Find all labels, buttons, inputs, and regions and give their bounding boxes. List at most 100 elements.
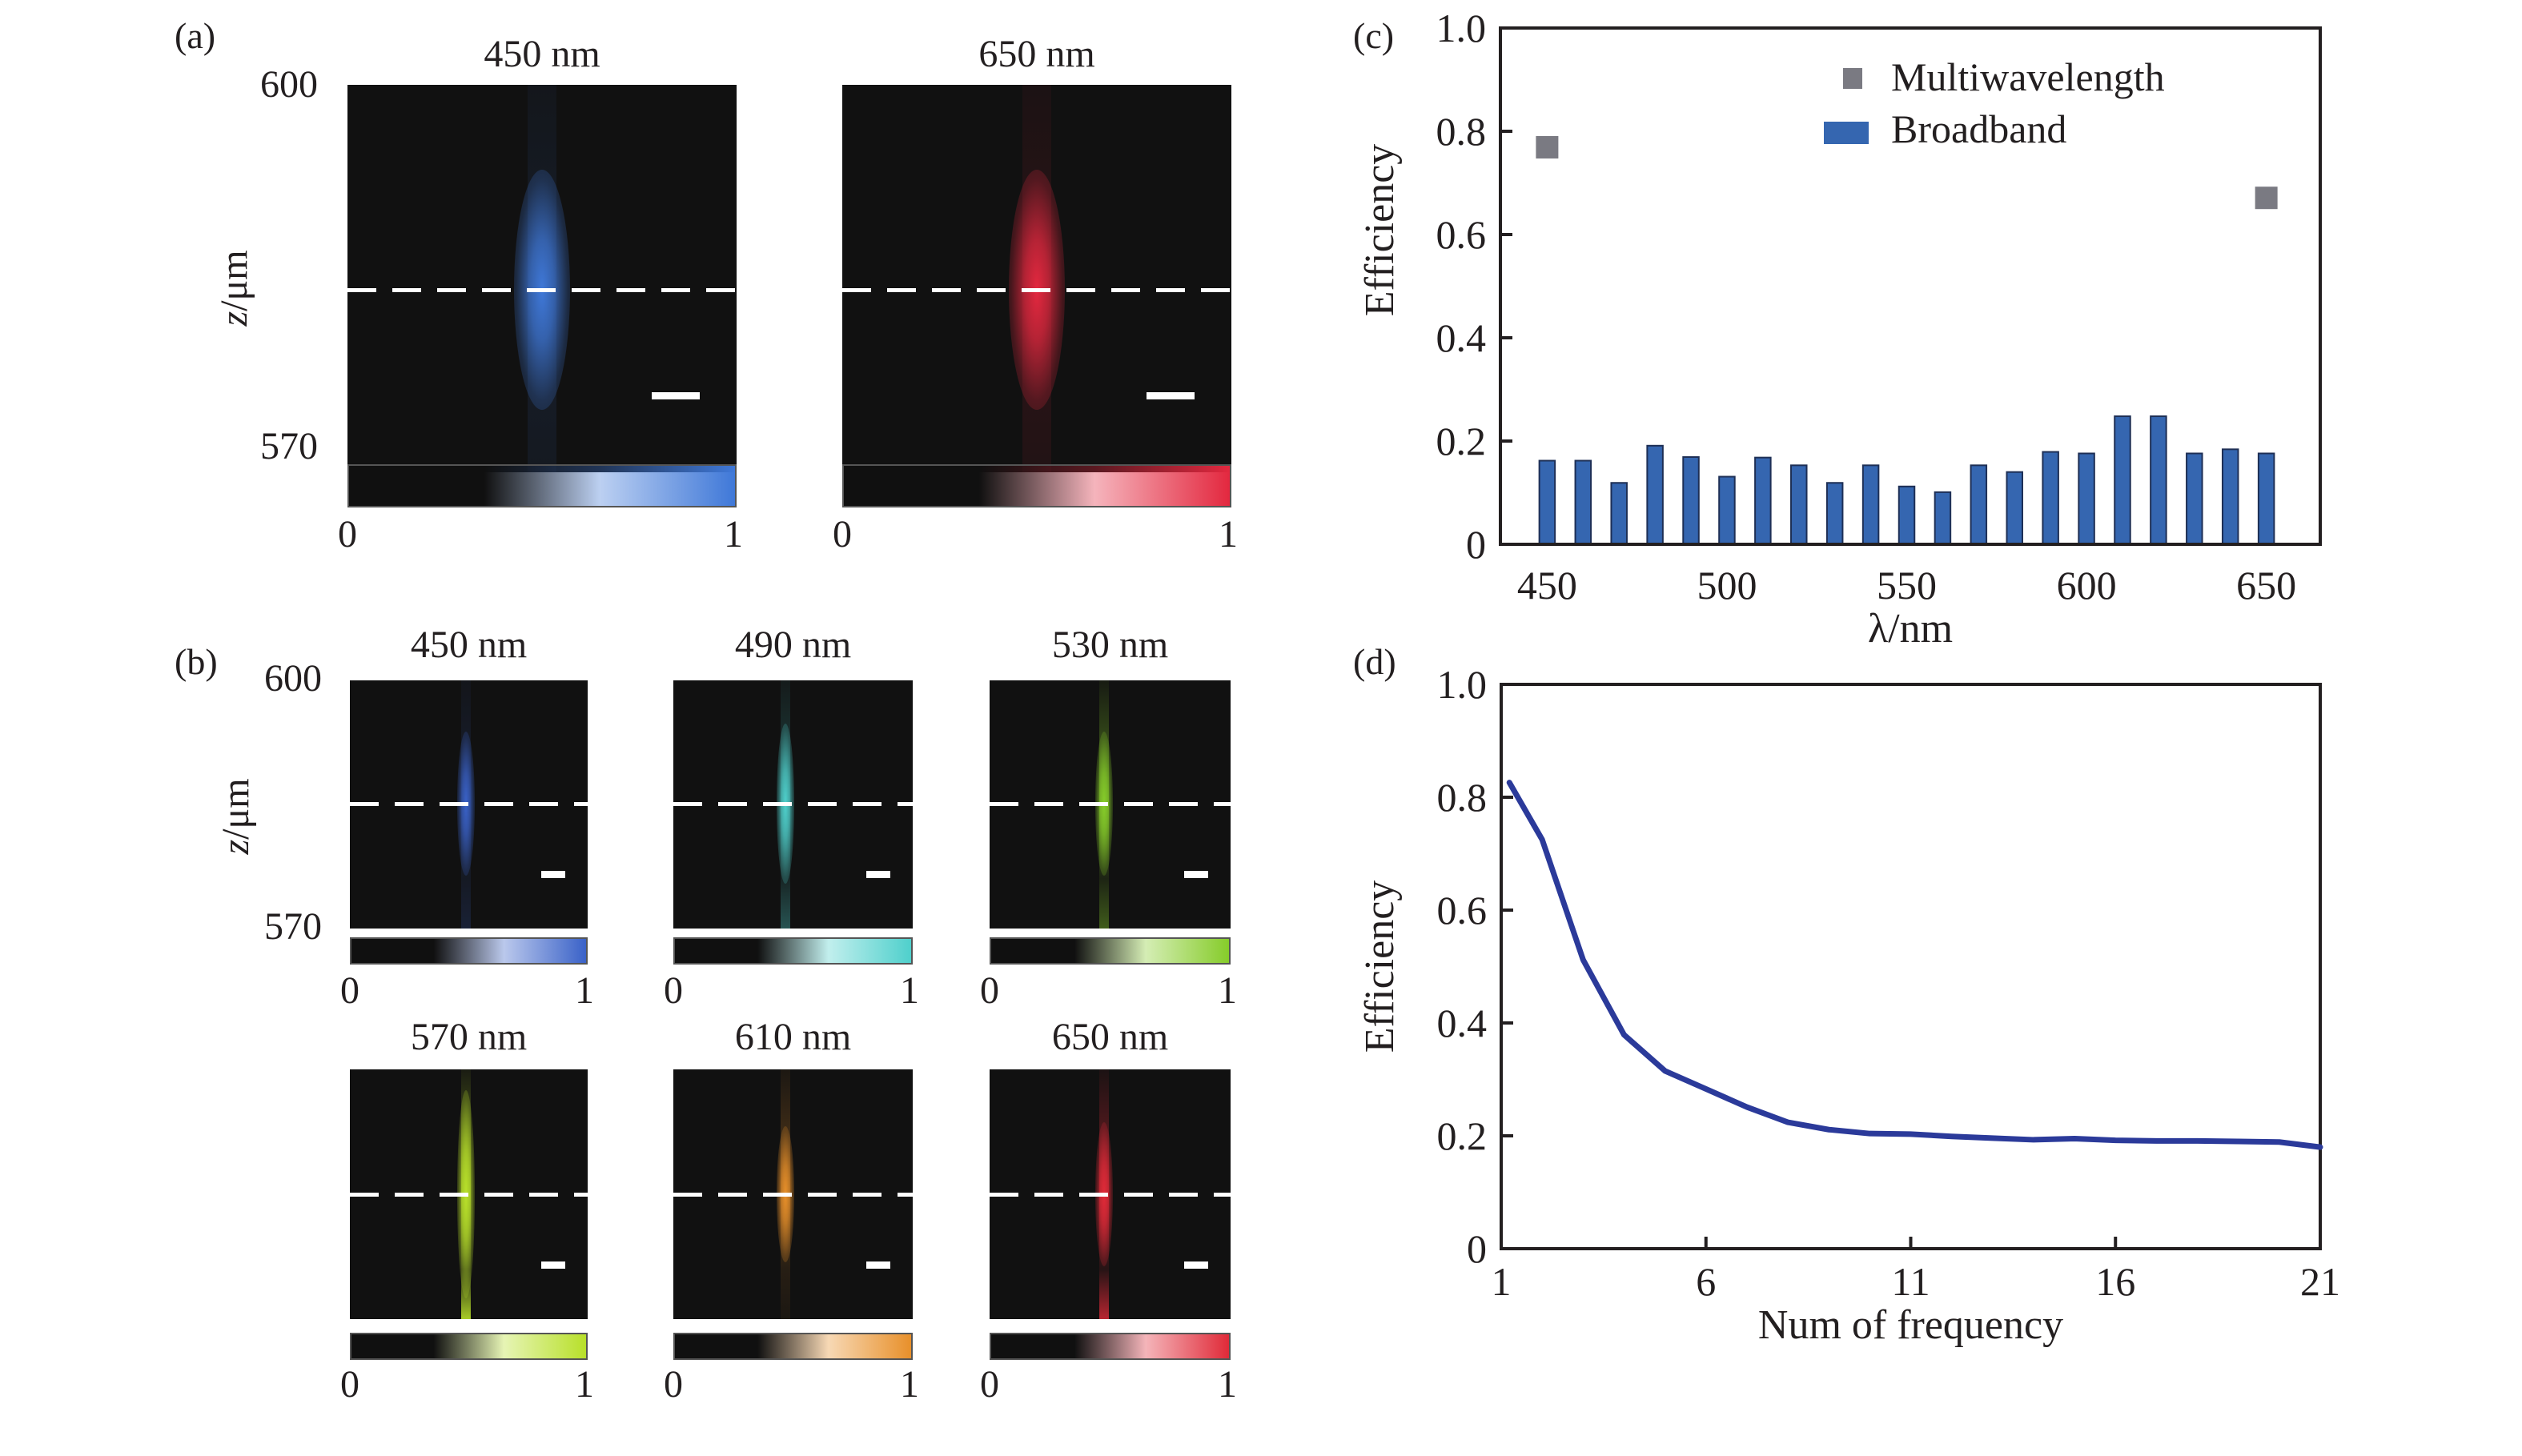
intensity-map [350, 680, 588, 929]
panel-a-label: (a) [175, 15, 216, 56]
bar-480 [1646, 444, 1664, 545]
y-tick-label: 0.2 [1436, 419, 1487, 463]
colorbar-max-label: 1 [1218, 969, 1237, 1012]
scale-bar [1184, 1261, 1208, 1269]
scale-bar [541, 1261, 565, 1269]
colorbar-min-label: 0 [338, 513, 357, 556]
multiwavelength-point-450 [1536, 135, 1559, 158]
y-tick-label: 0.6 [1437, 888, 1488, 933]
colorbar [990, 1333, 1231, 1360]
colorbar-min-label: 0 [980, 1363, 999, 1406]
y-tick-label: 0.8 [1437, 775, 1488, 820]
plot-frame [1499, 26, 2322, 546]
focal-plane-dashed-line [842, 288, 1231, 292]
x-tick-label: 16 [2095, 1259, 2135, 1304]
panel-d-label: (d) [1353, 641, 1396, 682]
colorbar [350, 1333, 588, 1360]
panel-b-label: (b) [175, 641, 218, 682]
bar-450 [1538, 459, 1556, 546]
map-title: 650 nm [1051, 1016, 1169, 1058]
bar-640 [2221, 448, 2239, 546]
scale-bar [866, 871, 890, 878]
bar-650 [2257, 452, 2275, 545]
y-tick-label: 0.8 [1436, 109, 1487, 154]
y-tick-label: 0.4 [1436, 315, 1487, 360]
colorbar [842, 464, 1231, 507]
x-tick-label: 1 [1492, 1259, 1512, 1304]
panel-b-y-bottom: 570 [264, 905, 322, 948]
bar-560 [1934, 491, 1952, 545]
focal-plane-dashed-line [673, 802, 913, 806]
scale-bar [1147, 392, 1195, 399]
x-tick-label: 500 [1697, 563, 1757, 608]
x-tick-label: 11 [1891, 1259, 1930, 1304]
colorbar-max-label: 1 [900, 1363, 919, 1406]
intensity-map [990, 1069, 1231, 1319]
bar-490 [1682, 455, 1700, 545]
colorbar-min-label: 0 [340, 1363, 359, 1406]
panel-a-y-axis-label: z/μm [212, 236, 260, 340]
focal-plane-dashed-line [347, 288, 737, 292]
focal-plane-dashed-line [990, 1193, 1231, 1197]
bar-580 [2006, 471, 2023, 546]
map-title: 450 nm [410, 624, 528, 666]
focal-plane-dashed-line [990, 802, 1231, 806]
colorbar-max-label: 1 [900, 969, 919, 1012]
scale-bar [866, 1261, 890, 1269]
colorbar-min-label: 0 [833, 513, 852, 556]
x-tick-label: 450 [1517, 563, 1577, 608]
intensity-map [990, 680, 1231, 929]
bar-520 [1790, 464, 1808, 545]
bar-510 [1754, 456, 1772, 546]
map-title: 650 nm [978, 33, 1095, 75]
colorbar-min-label: 0 [340, 969, 359, 1012]
plot-frame [1500, 683, 2322, 1250]
bar-610 [2114, 415, 2131, 545]
intensity-map [347, 85, 737, 472]
map-title: 610 nm [734, 1016, 852, 1058]
panel-a-y-bottom: 570 [260, 425, 318, 467]
panel-a-y-top: 600 [260, 63, 318, 106]
intensity-map [673, 680, 913, 929]
unit: /μm [213, 250, 255, 311]
scale-bar [1184, 871, 1208, 878]
x-tick-label: 650 [2236, 563, 2296, 608]
colorbar [990, 937, 1231, 965]
map-title: 530 nm [1051, 624, 1169, 666]
y-tick-label: 0 [1467, 1226, 1487, 1271]
y-tick-label: 0.4 [1437, 1001, 1488, 1045]
bar-570 [1970, 464, 1988, 545]
z-symbol: z [215, 839, 257, 855]
intensity-map [350, 1069, 588, 1319]
colorbar [347, 464, 737, 507]
intensity-map [842, 85, 1231, 472]
z-symbol: z [213, 311, 255, 327]
legend-multiwavelength-label: Multiwavelength [1891, 54, 2165, 99]
focal-plane-dashed-line [673, 1193, 913, 1197]
y-tick-label: 1.0 [1437, 662, 1488, 707]
scale-bar [652, 392, 700, 399]
colorbar-max-label: 1 [724, 513, 743, 556]
legend-broadband-label: Broadband [1891, 106, 2066, 151]
focal-plane-dashed-line [350, 1193, 588, 1197]
bar-540 [1861, 464, 1880, 545]
panel-b-y-axis-label: z/μm [214, 764, 262, 868]
panel-c-label: (c) [1353, 15, 1395, 56]
x-tick-label: 6 [1696, 1259, 1716, 1304]
colorbar [350, 937, 588, 965]
bar-630 [2186, 452, 2203, 545]
y-tick-label: 0 [1466, 522, 1486, 567]
colorbar [673, 937, 913, 965]
colorbar-min-label: 0 [980, 969, 999, 1012]
y-tick-label: 0.6 [1436, 212, 1487, 257]
bar-530 [1825, 482, 1844, 545]
legend-multiwavelength-swatch [1843, 68, 1862, 89]
colorbar-max-label: 1 [1218, 1363, 1237, 1406]
map-title: 490 nm [734, 624, 852, 666]
bar-460 [1574, 459, 1592, 546]
colorbar-min-label: 0 [664, 1363, 683, 1406]
x-tick-label: 600 [2057, 563, 2117, 608]
bar-600 [2078, 452, 2095, 545]
bar-590 [2042, 451, 2059, 545]
